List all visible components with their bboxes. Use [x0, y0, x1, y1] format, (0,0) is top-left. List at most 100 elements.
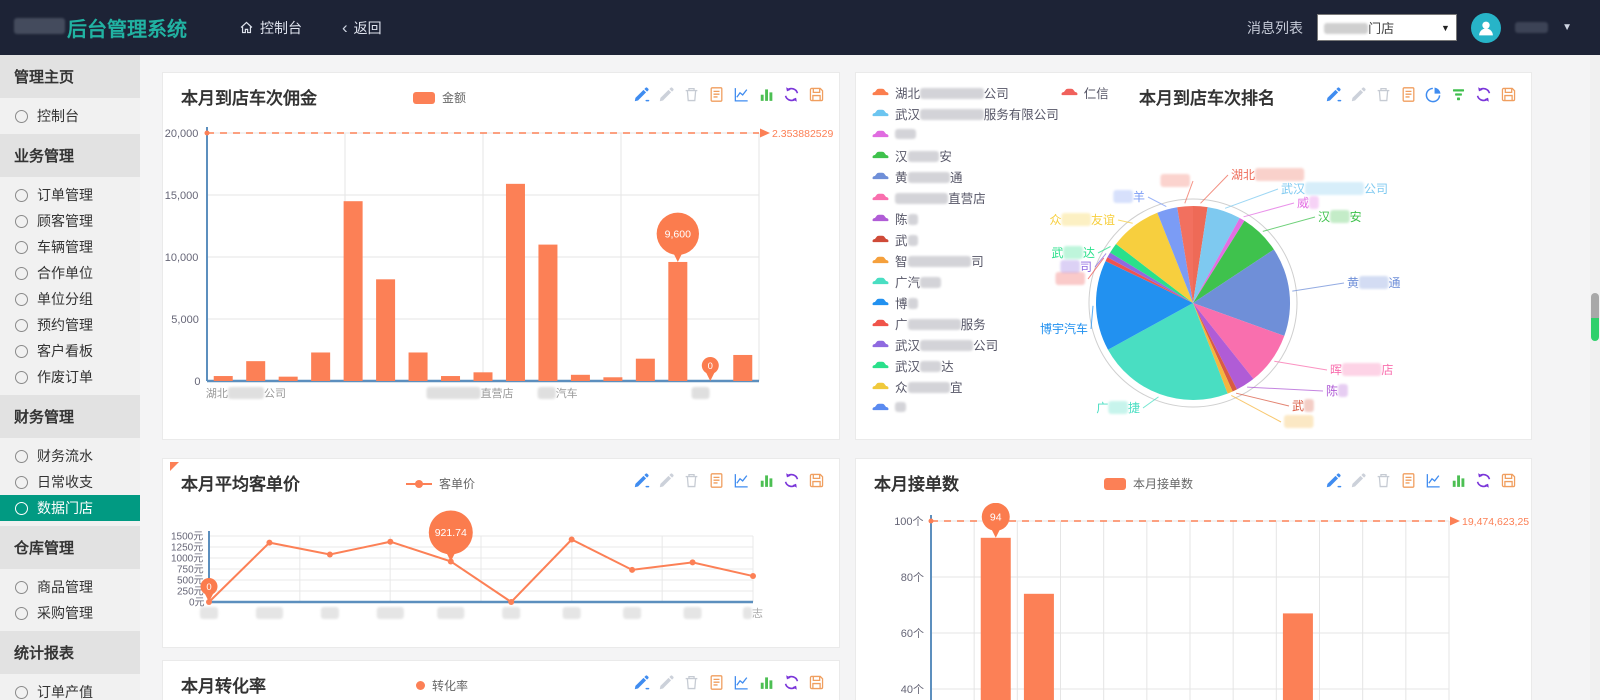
scrollbar-thumb[interactable]: [1591, 293, 1599, 341]
sidebar-item-数据门店[interactable]: 数据门店: [0, 495, 140, 521]
user-menu-caret-icon[interactable]: ▼: [1562, 22, 1572, 33]
bar-chart-icon[interactable]: [758, 472, 775, 489]
report-icon[interactable]: [1400, 472, 1417, 489]
edit-disabled-icon[interactable]: [658, 674, 675, 691]
svg-text:公司: 公司: [264, 388, 286, 400]
sidebar-item-车辆管理[interactable]: 车辆管理: [0, 234, 140, 260]
bar-chart-icon[interactable]: [1450, 472, 1467, 489]
legend-item-label: 广汽: [895, 272, 942, 291]
sidebar-item-财务流水[interactable]: 财务流水: [0, 443, 140, 469]
edit-disabled-icon[interactable]: [658, 86, 675, 103]
sidebar-item-订单管理[interactable]: 订单管理: [0, 182, 140, 208]
legend-item[interactable]: [872, 401, 906, 415]
svg-text:0: 0: [194, 376, 200, 388]
legend-item[interactable]: 武汉 服务有限公司: [872, 104, 1059, 123]
legend-item[interactable]: [872, 128, 917, 142]
messages-link[interactable]: 消息列表: [1246, 19, 1303, 36]
svg-text:通: 通: [1389, 276, 1401, 290]
legend-item[interactable]: 博: [872, 293, 919, 312]
legend-item[interactable]: 湖北 公司: [872, 83, 1009, 102]
edit-icon[interactable]: [1325, 472, 1342, 489]
bar-chart-icon[interactable]: [758, 86, 775, 103]
legend-item[interactable]: 直营店: [872, 188, 986, 207]
refresh-icon[interactable]: [1475, 86, 1492, 103]
edit-disabled-icon[interactable]: [1350, 472, 1367, 489]
sidebar-item-预约管理[interactable]: 预约管理: [0, 312, 140, 338]
corner-mark: [170, 462, 179, 471]
refresh-icon[interactable]: [783, 674, 800, 691]
save-icon[interactable]: [808, 674, 825, 691]
legend-item[interactable]: 广汽: [872, 272, 942, 291]
delete-icon[interactable]: [683, 674, 700, 691]
refresh-icon[interactable]: [783, 472, 800, 489]
legend-item[interactable]: 众宜: [872, 377, 963, 396]
save-icon[interactable]: [1500, 472, 1517, 489]
nav-console[interactable]: 控制台: [239, 18, 302, 38]
save-icon[interactable]: [1500, 86, 1517, 103]
legend-avg-price[interactable]: 客单价: [406, 475, 475, 492]
card-toolbar: [633, 86, 825, 103]
delete-icon[interactable]: [683, 86, 700, 103]
legend-item[interactable]: 武汉 公司: [872, 335, 998, 354]
report-icon[interactable]: [708, 674, 725, 691]
edit-icon[interactable]: [1325, 86, 1342, 103]
scrollbar-track[interactable]: [1590, 55, 1600, 700]
refresh-icon[interactable]: [783, 86, 800, 103]
sidebar-item-商品管理[interactable]: 商品管理: [0, 574, 140, 600]
sidebar-item-作废订单[interactable]: 作废订单: [0, 364, 140, 390]
logo-redacted: [14, 16, 65, 39]
report-icon[interactable]: [708, 472, 725, 489]
sidebar-item-订单产值[interactable]: 订单产值: [0, 679, 140, 700]
save-icon[interactable]: [808, 86, 825, 103]
legend-conversion[interactable]: 转化率: [416, 677, 468, 694]
sidebar-item-控制台[interactable]: 控制台: [0, 103, 140, 129]
save-icon[interactable]: [808, 472, 825, 489]
svg-text:晖: 晖: [1330, 363, 1342, 377]
delete-icon[interactable]: [683, 472, 700, 489]
legend-item[interactable]: 陈: [872, 209, 919, 228]
nav-back[interactable]: ‹ 返回: [342, 18, 382, 38]
line-chart-icon[interactable]: [1425, 472, 1442, 489]
line-chart-icon[interactable]: [733, 674, 750, 691]
svg-text:汽车: 汽车: [556, 386, 578, 400]
sidebar-item-顾客管理[interactable]: 顾客管理: [0, 208, 140, 234]
bar-chart-icon[interactable]: [758, 674, 775, 691]
report-icon[interactable]: [708, 86, 725, 103]
edit-icon[interactable]: [633, 674, 650, 691]
sidebar-item-日常收支[interactable]: 日常收支: [0, 469, 140, 495]
edit-icon[interactable]: [633, 86, 650, 103]
sidebar-item-label: 车辆管理: [37, 239, 93, 255]
legend-item[interactable]: 武汉达: [872, 356, 954, 375]
filter-icon[interactable]: [1450, 86, 1467, 103]
legend-item[interactable]: 广服务: [872, 314, 986, 333]
delete-icon[interactable]: [1375, 472, 1392, 489]
sidebar-item-label: 订单产值: [37, 684, 93, 700]
avatar[interactable]: [1470, 12, 1501, 43]
store-select[interactable]: 门店 ▼: [1316, 14, 1457, 41]
refresh-icon[interactable]: [1475, 472, 1492, 489]
sidebar-item-合作单位[interactable]: 合作单位: [0, 260, 140, 286]
legend-item[interactable]: 汉安: [872, 146, 952, 165]
legend-orders[interactable]: 本月接单数: [1104, 475, 1193, 492]
line-chart-icon[interactable]: [733, 86, 750, 103]
edit-disabled-icon[interactable]: [1350, 86, 1367, 103]
legend-item[interactable]: 黄通: [872, 167, 963, 186]
svg-text:捷: 捷: [1128, 401, 1140, 415]
sidebar-item-客户看板[interactable]: 客户看板: [0, 338, 140, 364]
legend-item[interactable]: 仁信: [1061, 83, 1109, 102]
line-chart-icon[interactable]: [733, 472, 750, 489]
pie-chart-icon[interactable]: [1425, 86, 1442, 103]
sidebar-item-采购管理[interactable]: 采购管理: [0, 600, 140, 626]
edit-disabled-icon[interactable]: [658, 472, 675, 489]
radio-circle-icon: [15, 109, 28, 123]
svg-text:武汉: 武汉: [1281, 182, 1305, 196]
edit-icon[interactable]: [633, 472, 650, 489]
legend-item[interactable]: 武: [872, 230, 919, 249]
report-icon[interactable]: [1400, 86, 1417, 103]
radio-circle-icon: [15, 580, 28, 594]
sidebar-item-单位分组[interactable]: 单位分组: [0, 286, 140, 312]
legend-item[interactable]: 智司: [872, 251, 984, 270]
delete-icon[interactable]: [1375, 86, 1392, 103]
legend-amount[interactable]: 金额: [413, 89, 466, 106]
